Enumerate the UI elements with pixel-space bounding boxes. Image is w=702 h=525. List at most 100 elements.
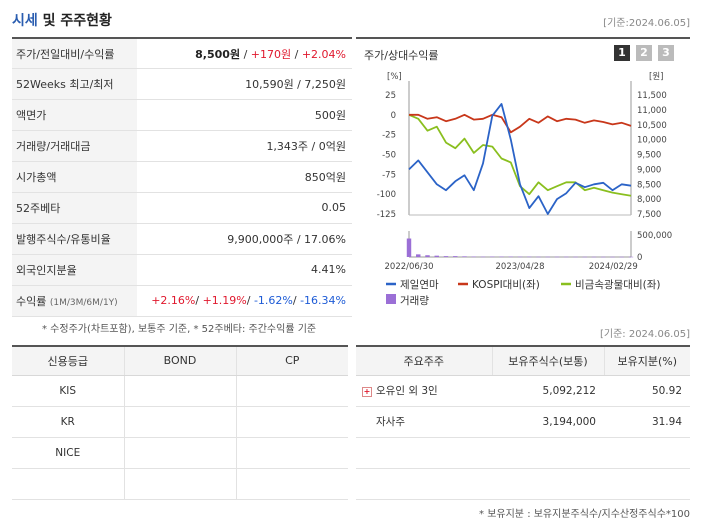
info-label: 시가총액: [12, 161, 137, 193]
volume-tick-label: 0: [637, 253, 642, 263]
column-header: 보유지분(%): [604, 346, 690, 376]
volume-bar: [573, 256, 578, 258]
price-change-rate: +2.04%: [301, 47, 346, 61]
section-title: 시세 및 주주현황: [12, 10, 112, 30]
right-tick-label: 9,500: [637, 151, 661, 161]
series-line-0: [408, 103, 632, 215]
table-row: KR: [12, 406, 348, 438]
volume-bar: [471, 256, 476, 258]
info-value-price: 8,500원 / +170원 / +2.04%: [137, 38, 352, 70]
volume-bar: [554, 256, 560, 258]
info-label: 주가/전일대비/수익률: [12, 38, 137, 70]
shareholder-name-cell: [356, 468, 492, 500]
right-tick-label: 8,000: [637, 195, 661, 205]
volume-tick-label: 500,000: [637, 231, 672, 241]
agency-cell: KR: [12, 406, 125, 438]
info-row: 액면가 500원: [12, 99, 352, 132]
section-title-sub: 및 주주현황: [37, 13, 112, 29]
legend-label: 제일연마: [400, 278, 439, 291]
chart-page-1-button[interactable]: 1: [614, 45, 630, 61]
volume-bar: [536, 256, 541, 258]
table-row: [356, 437, 690, 469]
info-row: 52주베타 0.05: [12, 192, 352, 224]
column-header: CP: [236, 346, 348, 376]
base-date: [기준:2024.06.05]: [603, 18, 690, 29]
legend-label: KOSPI대비(좌): [472, 279, 540, 291]
info-row: 시가총액 850억원: [12, 161, 352, 193]
shareholder-name: 자사주: [376, 416, 405, 428]
info-label: 액면가: [12, 99, 137, 132]
returns-sublabel: (1M/3M/6M/1Y): [49, 297, 118, 308]
info-label: 발행주식수/유통비율: [12, 223, 137, 255]
shareholder-name-cell: + 오유인 외 3인: [356, 375, 492, 407]
bond-cell: [124, 406, 237, 438]
info-value: 4.41%: [137, 254, 352, 286]
volume-bar: [591, 256, 597, 258]
cp-cell: [236, 468, 348, 500]
shareholder-name-cell: [356, 437, 492, 469]
right-tick-label: 7,500: [637, 210, 661, 220]
info-row-price: 주가/전일대비/수익률 8,500원 / +170원 / +2.04%: [12, 38, 352, 70]
left-tick-label: -125: [377, 210, 396, 220]
chart-page-2-button[interactable]: 2: [636, 45, 652, 61]
volume-bar: [480, 256, 486, 258]
shareholder-name-cell: 자사주: [356, 406, 492, 438]
left-tick-label: -50: [382, 151, 396, 161]
section-title-main: 시세: [12, 13, 38, 29]
chart-page-3-button[interactable]: 3: [658, 45, 674, 61]
chart-title: 주가/상대수익률: [364, 49, 439, 62]
return-1m: +2.16%: [151, 294, 196, 308]
table-row: [356, 468, 690, 500]
table-base-date: [기준: 2024.06.05]: [599, 329, 690, 340]
shareholder-note: * 보유지분 : 보유지분주식수/지수산정주식수*100: [479, 509, 690, 520]
right-tick-label: 8,500: [637, 180, 661, 190]
right-tick-label: 10,000: [637, 136, 667, 146]
price-chart: [%] [원] 25 0 -25 -50 -75 -100 -125 11,500 11,000 10…: [377, 72, 672, 307]
shareholder-table: 주요주주 보유주식수(보통) 보유지분(%) + 오유인 외 3인 5,092,2…: [356, 345, 690, 500]
left-tick-label: -100: [377, 190, 396, 200]
right-tick-label: 9,000: [637, 165, 661, 175]
pct-cell: [604, 468, 690, 500]
info-row: 52Weeks 최고/최저 10,590원 / 7,250원: [12, 68, 352, 101]
shares-cell: [492, 437, 604, 469]
chart-panel: 주가/상대수익률 1 2 3 [%] [원] 25 0 -25 -50 -75 -100 -12…: [356, 37, 690, 312]
volume-bar: [443, 256, 449, 257]
return-3m: +1.19%: [202, 294, 247, 308]
volume-bar: [406, 238, 412, 257]
legend-label: 거래량: [400, 295, 429, 307]
info-label: 거래량/거래대금: [12, 130, 137, 163]
volume-bar: [425, 255, 430, 257]
shares-cell: 5,092,212: [492, 375, 604, 407]
pct-cell: [604, 437, 690, 469]
info-value-returns: +2.16%/ +1.19%/ -1.62%/ -16.34%: [137, 285, 352, 317]
info-row: 발행주식수/유통비율 9,900,000주 / 17.06%: [12, 223, 352, 255]
credit-header-row: 신용등급 BOND CP: [12, 346, 348, 376]
info-value: 9,900,000주 / 17.06%: [137, 223, 352, 255]
agency-cell: NICE: [12, 437, 125, 469]
info-value: 0.05: [137, 192, 352, 224]
column-header: 신용등급: [12, 346, 125, 376]
table-row: + 오유인 외 3인 5,092,212 50.92: [356, 375, 690, 407]
column-header: 보유주식수(보통): [492, 346, 605, 376]
volume-bar: [508, 256, 513, 258]
cp-cell: [236, 406, 348, 438]
volume-bar: [416, 254, 421, 257]
info-label: 52주베타: [12, 192, 137, 224]
left-tick-label: -25: [382, 131, 396, 141]
bond-cell: [124, 375, 237, 407]
info-value: 850억원: [137, 161, 352, 193]
info-row-returns: 수익률 (1M/3M/6M/1Y) +2.16%/ +1.19%/ -1.62%…: [12, 285, 352, 317]
volume-bar: [453, 256, 458, 257]
volume-bar: [462, 256, 467, 257]
price-info-table: 주가/전일대비/수익률 8,500원 / +170원 / +2.04% 52We…: [12, 37, 352, 317]
expand-icon[interactable]: +: [362, 386, 372, 397]
sep: /: [240, 47, 251, 61]
volume-bar: [490, 256, 495, 258]
volume-bar: [628, 256, 634, 258]
price-note: * 수정주가(차트포함), 보통주 기준, * 52주베타: 주간수익률 기준: [42, 324, 317, 335]
cp-cell: [236, 437, 348, 469]
volume-bar: [582, 256, 587, 258]
right-tick-label: 10,500: [637, 121, 667, 131]
agency-cell: [12, 468, 125, 500]
volume-bar: [619, 256, 624, 258]
